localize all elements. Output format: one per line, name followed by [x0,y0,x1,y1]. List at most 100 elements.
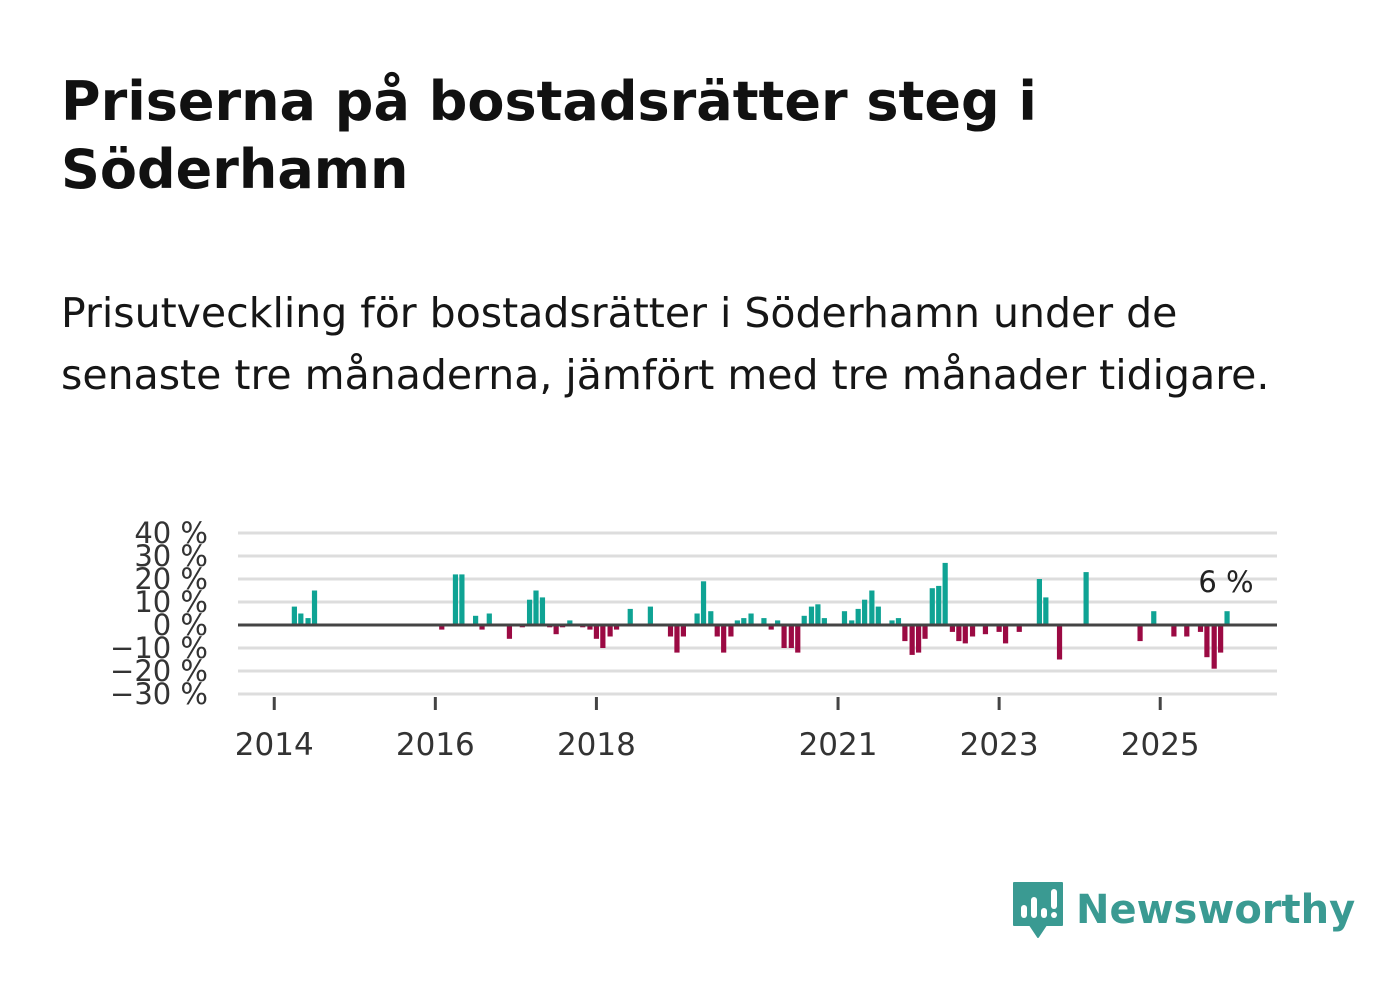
bar [768,625,774,630]
bar [613,625,620,630]
bar [956,625,962,642]
y-tick-label: 40 % [134,516,208,550]
bar [439,625,445,630]
x-tick-label: 2014 [235,727,314,763]
bar [821,618,827,625]
bar [942,562,948,625]
bar [452,574,459,625]
newsworthy-logo: Newsworthy [1010,878,1355,942]
bar [728,625,734,637]
chart-subtitle: Prisutveckling för bostadsrätter i Söder… [61,289,1270,399]
bar [748,613,754,625]
y-tick-label: 30 % [134,539,208,573]
bar [1204,625,1210,658]
bar [674,625,680,653]
bar [775,620,781,625]
bar [587,625,593,630]
y-tick-label: −10 % [110,631,208,665]
bar [841,611,848,625]
bar [996,625,1002,632]
bar [1137,625,1143,642]
bar [1218,625,1224,653]
newsworthy-logo-icon [1013,882,1063,938]
bar [889,620,895,625]
bar [869,590,875,625]
bar [667,625,674,637]
y-tick-label: 0 % [153,608,208,642]
bar [1224,611,1230,625]
bar [567,620,573,625]
bar [761,618,767,625]
bar [895,618,902,625]
bar-chart: −30 %−20 %−10 %0 %10 %20 %30 %40 % 2014 20… [110,516,1277,763]
bar [936,585,942,625]
y-tick-label: −30 % [110,677,208,711]
bar [741,618,747,625]
bar [1036,579,1042,625]
bar [929,588,935,625]
bar [694,613,700,625]
bars [291,562,1230,669]
bar [539,597,546,625]
bar [627,608,633,625]
bar [526,599,533,625]
bar [1151,611,1157,625]
axes: −30 %−20 %−10 %0 %10 %20 %30 %40 % 2014 20… [110,516,1277,763]
bar [849,620,855,625]
bar [1056,625,1063,660]
bar [459,574,465,625]
y-tick-label: 20 % [134,562,208,596]
bar [593,625,600,639]
bar [1002,625,1009,644]
y-tick-label: 10 % [134,585,208,619]
bar [969,625,976,637]
x-tick-label: 2025 [1121,727,1200,763]
grid-lines [238,531,1277,696]
bar [600,625,606,648]
bar [311,590,318,625]
bar [647,606,653,625]
bar [801,615,807,625]
bar [1171,625,1177,637]
bar [815,604,821,625]
bar [479,625,485,630]
bar [808,606,815,625]
bar [855,608,861,625]
bar [680,625,687,637]
bar [902,625,908,642]
bar [708,611,714,625]
bar [1043,597,1049,625]
bar [700,581,707,625]
bar [949,625,956,632]
bar [305,618,311,625]
bar [982,625,989,635]
newsworthy-wordmark: Newsworthy [1076,887,1356,933]
bar [1184,625,1190,637]
bar [1197,625,1204,632]
bar [1211,625,1217,669]
bar [506,625,513,639]
bar [1083,572,1089,625]
bar [962,625,968,644]
bar [533,590,539,625]
x-tick-label: 2021 [799,727,878,763]
bar [607,625,613,637]
bar [909,625,915,655]
bar [291,606,297,625]
latest-value-label: 6 % [1198,565,1253,599]
bar [714,625,720,637]
bar [486,613,492,625]
bar [862,599,868,625]
x-tick-label: 2016 [396,727,475,763]
bar [298,613,304,625]
bar [553,625,559,635]
chart-title: Priserna på bostadsrätter steg i Söderha… [61,70,1037,201]
y-tick-label: −20 % [110,654,208,688]
bar [734,620,740,625]
bar [915,625,922,653]
x-tick-label: 2023 [960,727,1039,763]
bar [875,606,881,625]
bar [781,625,787,648]
bar [922,625,928,639]
bar [473,615,479,625]
